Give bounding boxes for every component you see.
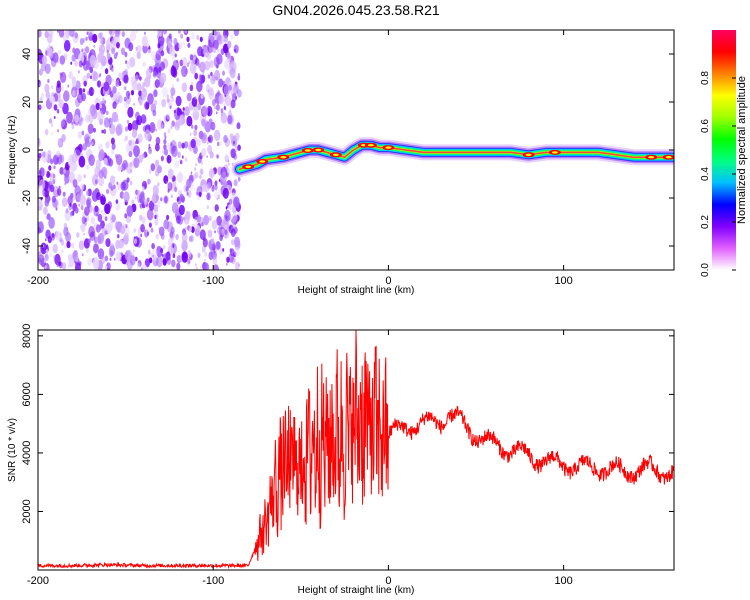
colorbar-tick-label: 0.6 [700,119,711,133]
y-tick-label: -20 [21,190,33,206]
figure-title: GN04.2026.045.23.58.R21 [272,2,440,18]
snr-frame [37,329,675,571]
spectrogram-noise-region [38,30,242,270]
x-tick-label: -100 [202,275,224,287]
colorbar-tick-label: 0.0 [700,263,711,277]
x-tick-label: 100 [554,275,572,287]
spectrogram-y-ticks: 40 20 0 -20 -40 [21,48,674,254]
y-tick-label: -40 [21,238,33,254]
x-tick-label: -100 [202,575,224,587]
colorbar-label: Normalized spectral amplitude [736,76,748,224]
ridge-hot-core [367,144,374,147]
ridge-hot-core [385,146,392,149]
x-tick-label: -200 [27,575,49,587]
ridge-hot-core [648,156,655,159]
spectrogram-panel: -200 -100 0 100 40 20 0 -20 -40 Height of strai… [7,29,675,296]
spectrogram-signal-ridge [231,137,674,178]
colorbar-gradient [712,30,736,270]
ridge-hot-core [280,156,287,159]
spectrogram-y-label: Frequency (Hz) [7,116,18,185]
ridge-hot-core [332,153,339,156]
y-tick-label: 40 [21,48,33,60]
y-tick-label: 4000 [21,441,33,465]
y-tick-label: 0 [21,147,33,153]
x-tick-label: 0 [385,575,391,587]
snr-x-label: Height of straight line (km) [298,585,415,596]
spectrogram-x-ticks: -200 -100 0 100 [27,30,573,287]
snr-y-label: SNR (10 * v/v) [7,418,18,482]
y-tick-label: 2000 [21,499,33,523]
x-tick-label: 0 [385,275,391,287]
snr-y-ticks: 8000 6000 4000 2000 [21,324,674,524]
colorbar: 0.0 0.2 0.4 0.6 0.8 Normalized spectral ampl… [700,30,748,277]
ridge-hot-core [304,149,311,152]
colorbar-tick-label: 0.2 [700,215,711,229]
ridge-hot-core [665,156,672,159]
ridge-hot-core [315,148,322,152]
ridge-hot-core [245,165,252,168]
spectrogram-x-label: Height of straight line (km) [298,285,415,296]
snr-panel: -200 -100 0 100 8000 6000 4000 2000 Height of … [7,324,675,596]
ridge-hot-core [551,151,558,154]
ridge-hot-core [259,160,266,163]
ridge-hot-core [525,153,532,156]
colorbar-ticks: 0.0 0.2 0.4 0.6 0.8 [700,71,736,277]
colorbar-tick-label: 0.8 [700,71,711,85]
snr-x-ticks: -200 -100 0 100 [27,330,573,587]
x-tick-label: 100 [554,575,572,587]
x-tick-label: -200 [27,275,49,287]
y-tick-label: 6000 [21,382,33,406]
y-tick-label: 8000 [21,324,33,348]
colorbar-tick-label: 0.4 [700,167,711,181]
y-tick-label: 20 [21,96,33,108]
